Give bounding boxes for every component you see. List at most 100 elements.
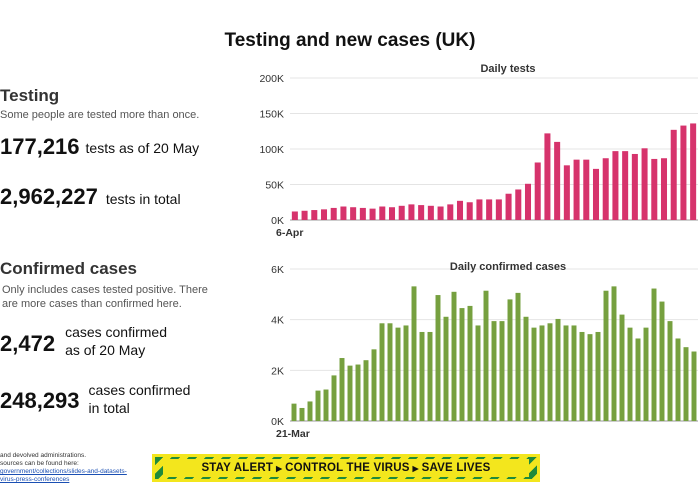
bar: [411, 286, 417, 421]
bar: [476, 199, 483, 220]
cases-total-label: cases confirmed in total: [89, 381, 191, 417]
bar: [388, 207, 396, 220]
cases-note-line-1: Only includes cases tested positive. The…: [2, 284, 208, 296]
bar: [611, 286, 617, 421]
bar: [359, 207, 366, 220]
bar: [505, 193, 512, 220]
x-start-label: 21-Mar: [276, 428, 310, 440]
testing-note: Some people are tested more than once.: [0, 109, 200, 121]
bar: [619, 314, 625, 421]
y-tick-label: 150K: [259, 109, 284, 121]
cases-total-stat: 248,293 cases confirmed in total: [0, 381, 190, 417]
source-line-2: sources can be found here:: [0, 460, 79, 467]
testing-total-label: tests in total: [105, 191, 181, 207]
cases-daily-label-1: cases confirmed: [65, 324, 167, 340]
bar: [683, 347, 689, 421]
bar: [523, 316, 529, 421]
bar: [437, 206, 444, 220]
bar: [579, 331, 585, 421]
bar: [451, 291, 457, 421]
page-title: Testing and new cases (UK): [224, 30, 476, 51]
y-tick-label: 0K: [271, 215, 284, 227]
bar: [331, 375, 337, 421]
bar: [291, 211, 298, 220]
bar: [379, 206, 386, 220]
bar: [330, 207, 337, 220]
bar: [531, 327, 537, 421]
cases-note-line-2: are more cases than confirmed here.: [2, 298, 182, 310]
cases-heading-a: Confirmed: [0, 259, 85, 278]
stay-alert-banner: STAY ALERT ▸ CONTROL THE VIRUS ▸ SAVE LI…: [152, 454, 540, 482]
bar: [651, 288, 657, 421]
cases-heading: Confirmed cases: [0, 259, 137, 279]
testing-daily-value: 177,216: [0, 134, 80, 159]
bar: [475, 325, 481, 421]
bar: [583, 159, 590, 220]
testing-daily-stat: 177,216 tests as of 20 May: [0, 134, 199, 160]
bar: [427, 331, 433, 421]
bar: [544, 133, 551, 220]
source-notes: and devolved administrations. sources ca…: [0, 452, 127, 484]
banner-part-3: SAVE LIVES: [421, 462, 491, 474]
cases-daily-label: cases confirmed as of 20 May: [65, 323, 167, 359]
bar: [547, 323, 553, 421]
bar: [339, 358, 345, 421]
y-tick-label: 50K: [265, 180, 284, 192]
bar: [643, 327, 649, 421]
bar: [554, 141, 561, 220]
bar: [622, 151, 629, 220]
bar: [301, 210, 308, 220]
bar: [340, 206, 347, 220]
bar: [403, 325, 409, 421]
bar: [573, 159, 580, 220]
testing-heading: Testing: [0, 86, 60, 105]
y-tick-label: 200K: [259, 73, 284, 85]
bar: [419, 331, 425, 421]
banner-text: STAY ALERT ▸ CONTROL THE VIRUS ▸ SAVE LI…: [163, 459, 529, 477]
source-link-1[interactable]: government/collections/slides-and-datase…: [0, 468, 127, 475]
bar: [299, 407, 305, 421]
bar: [323, 389, 329, 421]
bar: [660, 158, 668, 220]
bar: [398, 205, 405, 220]
bar: [612, 151, 619, 220]
cases-heading-b: cases: [89, 259, 138, 278]
banner-separator-2: ▸: [412, 463, 419, 475]
bar: [659, 301, 665, 421]
bar: [408, 204, 415, 220]
testing-total-value: 2,962,227: [0, 184, 98, 209]
bar: [515, 292, 521, 421]
bar: [602, 158, 609, 220]
bar: [675, 338, 681, 421]
bar: [571, 325, 577, 421]
bar: [459, 308, 465, 421]
y-tick-label: 2K: [271, 365, 284, 377]
bar: [680, 125, 687, 220]
bar: [371, 349, 377, 421]
y-tick-label: 4K: [271, 315, 284, 327]
cases-total-label-1: cases confirmed: [88, 382, 191, 398]
bar: [603, 290, 609, 421]
banner-part-2: CONTROL THE VIRUS: [285, 462, 410, 474]
bar: [631, 153, 638, 220]
bar: [443, 316, 449, 421]
testing-daily-label: tests as of 20 May: [85, 140, 200, 156]
source-link-2[interactable]: virus-press-conferences: [0, 476, 70, 483]
bar: [690, 123, 697, 220]
cases-note: Only includes cases tested positive. The…: [2, 283, 208, 311]
bar: [466, 202, 473, 220]
bar: [670, 129, 677, 220]
x-start-label: 6-Apr: [276, 227, 303, 239]
y-tick-label: 6K: [271, 264, 284, 276]
bar: [627, 327, 633, 421]
bar: [427, 205, 434, 220]
bar: [651, 158, 658, 220]
bar: [515, 189, 522, 220]
bar: [379, 323, 385, 421]
cases-daily-value: 2,472: [0, 331, 56, 356]
bar: [315, 390, 321, 421]
bar: [595, 331, 601, 421]
cases-total-label-2: in total: [88, 400, 130, 416]
y-tick-label: 0K: [271, 416, 284, 428]
bar: [486, 199, 493, 220]
